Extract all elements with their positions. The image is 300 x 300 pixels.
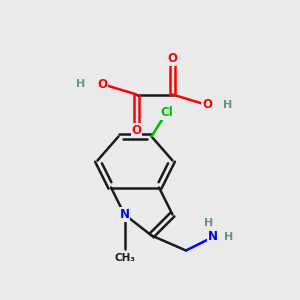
Text: H: H bbox=[224, 232, 233, 242]
Text: H: H bbox=[204, 218, 213, 229]
Text: CH₃: CH₃ bbox=[114, 253, 135, 262]
Text: N: N bbox=[208, 230, 218, 244]
Text: O: O bbox=[202, 98, 212, 112]
Text: O: O bbox=[167, 52, 178, 65]
Text: O: O bbox=[97, 77, 107, 91]
Text: H: H bbox=[76, 79, 85, 89]
Text: H: H bbox=[224, 100, 232, 110]
Text: O: O bbox=[131, 124, 142, 137]
Text: N: N bbox=[119, 208, 130, 221]
Text: Cl: Cl bbox=[160, 106, 173, 119]
